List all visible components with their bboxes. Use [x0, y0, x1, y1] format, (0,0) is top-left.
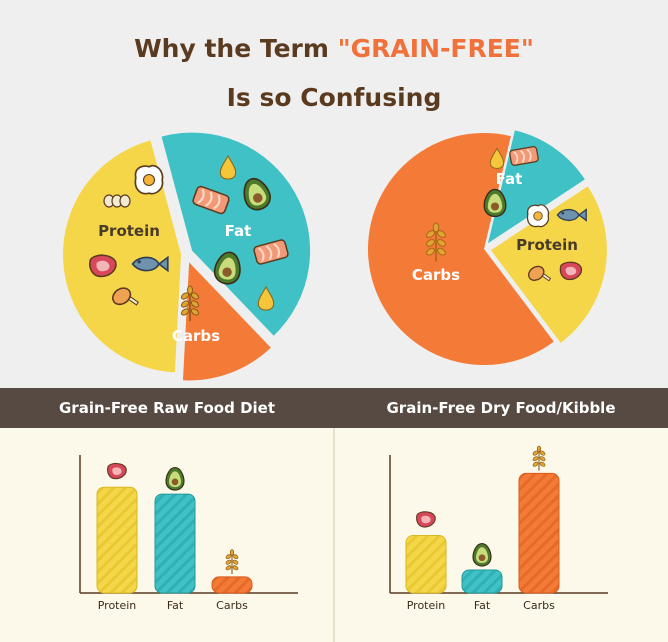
oil-drop-icon	[219, 154, 237, 180]
avocado-icon	[213, 251, 241, 285]
pie-slice-protein	[490, 186, 607, 343]
raw-bar-panel	[0, 428, 333, 642]
pie-slice-carbs	[368, 133, 554, 366]
eggs-icon	[103, 194, 131, 208]
pie-slice-carbs	[182, 262, 271, 381]
egg-icon	[526, 204, 550, 228]
avocado-icon	[483, 188, 507, 218]
pie-slice-protein	[63, 140, 182, 373]
oil-drop-icon	[489, 147, 505, 169]
section-band: Grain-Free Raw Food Diet Grain-Free Dry …	[0, 388, 668, 428]
kibble-bar-panel	[335, 428, 668, 642]
pie-label-carbs: Carbs	[172, 327, 220, 345]
title-line-1: Why the Term "GRAIN-FREE"	[0, 34, 668, 63]
salmon-icon	[509, 146, 539, 166]
chicken-leg-icon	[528, 265, 552, 282]
fish-icon	[556, 208, 587, 222]
title-accent: "GRAIN-FREE"	[337, 34, 534, 63]
kibble-pie-chart: Carbs Fat Protein	[368, 130, 607, 366]
panel-divider	[333, 428, 335, 642]
grain-icon	[426, 222, 446, 262]
pie-label-protein: Protein	[516, 236, 578, 254]
fish-icon	[131, 255, 169, 273]
pie-label-fat: Fat	[496, 170, 523, 188]
pie-icons	[89, 146, 587, 321]
pie-label-protein: Protein	[98, 222, 160, 240]
avocado-icon	[243, 177, 271, 211]
raw-diet-heading: Grain-Free Raw Food Diet	[58, 399, 276, 417]
oil-drop-icon	[257, 285, 275, 311]
kibble-heading: Grain-Free Dry Food/Kibble	[386, 399, 616, 417]
pie-label-carbs: Carbs	[412, 266, 460, 284]
grain-icon	[180, 285, 200, 321]
steak-icon	[89, 254, 117, 278]
title-prefix: Why the Term	[134, 34, 338, 63]
raw-pie-chart: Protein Fat Carbs	[63, 132, 311, 381]
chicken-leg-icon	[112, 287, 139, 306]
pie-slice-fat	[161, 132, 311, 336]
salmon-icon	[253, 239, 289, 265]
steak-icon	[559, 261, 583, 281]
salmon-icon	[192, 185, 230, 215]
pie-label-fat: Fat	[225, 222, 252, 240]
pie-charts: Protein Fat Carbs Carbs Fat Protein	[63, 130, 607, 381]
egg-icon	[134, 164, 164, 195]
top-panel: Why the Term "GRAIN-FREE" Is so Confusin…	[0, 34, 668, 381]
title-line-2: Is so Confusing	[226, 83, 442, 112]
